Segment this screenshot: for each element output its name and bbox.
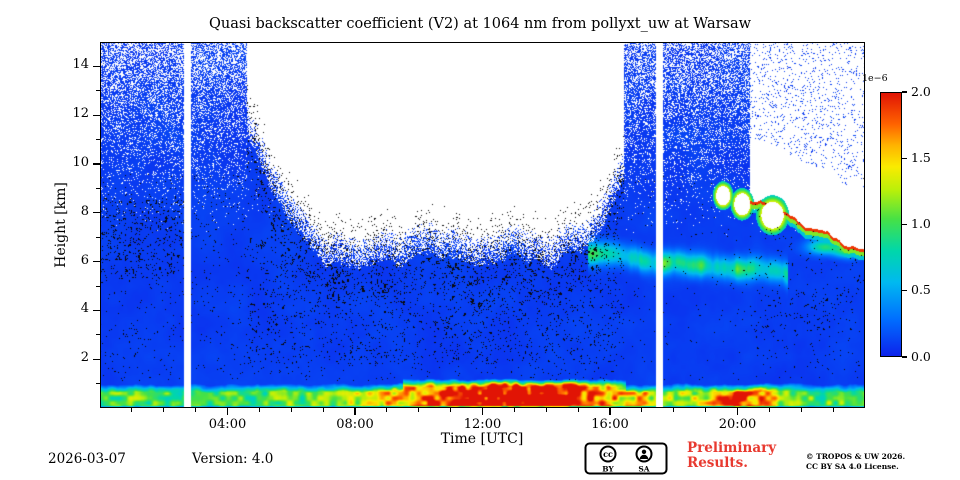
y-tick-mark xyxy=(93,358,100,360)
x-tick-label: 16:00 xyxy=(591,417,629,432)
x-tick-mark xyxy=(354,408,356,415)
x-tick-label: 20:00 xyxy=(718,417,757,432)
cc-icon-text: cc xyxy=(603,449,613,459)
x-tick-label: 08:00 xyxy=(336,417,374,432)
y-minor-tick xyxy=(96,139,100,141)
colorbar-tick-mark xyxy=(902,91,907,93)
y-minor-tick xyxy=(96,383,100,385)
copyright-note: © TROPOS & UW 2026. CC BY SA 4.0 License… xyxy=(806,452,905,472)
x-minor-tick xyxy=(673,408,675,412)
by-label: BY xyxy=(602,465,614,474)
colorbar-tick-label: 2.0 xyxy=(911,83,931,99)
x-tick-mark xyxy=(736,408,739,415)
x-minor-tick xyxy=(418,408,420,412)
x-axis-label: Time [UTC] xyxy=(440,431,524,447)
y-tick-mark xyxy=(93,114,100,116)
y-axis-label: Height [km] xyxy=(53,182,69,268)
x-minor-tick xyxy=(545,408,547,412)
preliminary-line-2: Results. xyxy=(687,455,748,471)
x-minor-tick xyxy=(322,408,324,412)
copyright-line-2: CC BY SA 4.0 License. xyxy=(806,462,899,471)
x-minor-tick xyxy=(195,408,197,412)
colorbar-tick-label: 0.5 xyxy=(911,282,931,298)
x-minor-tick xyxy=(450,408,452,412)
y-tick-label: 8 xyxy=(80,203,89,219)
y-tick-mark xyxy=(93,65,100,67)
colorbar-tick-label: 0.0 xyxy=(911,348,931,364)
x-minor-tick xyxy=(768,408,770,412)
colorbar-tick-mark xyxy=(902,290,907,292)
x-minor-tick xyxy=(163,408,165,412)
y-tick-label: 6 xyxy=(80,252,89,268)
heatmap-canvas xyxy=(100,42,865,408)
colorbar-tick-label: 1.5 xyxy=(911,149,931,165)
x-minor-tick xyxy=(577,408,579,412)
cc-icon xyxy=(599,445,617,463)
colorbar-exponent-label: 1e−6 xyxy=(862,73,888,84)
version-label: Version: 4.0 xyxy=(192,451,274,467)
y-tick-label: 10 xyxy=(72,155,89,170)
person-icon-body xyxy=(639,454,649,459)
preliminary-line-1: Preliminary xyxy=(687,440,777,456)
date-label: 2026-03-07 xyxy=(48,451,126,467)
colorbar-tick-mark xyxy=(902,356,907,358)
x-minor-tick xyxy=(641,408,643,412)
x-minor-tick xyxy=(513,408,515,412)
x-minor-tick xyxy=(131,408,133,412)
x-minor-tick xyxy=(258,408,260,412)
y-minor-tick xyxy=(96,285,100,287)
y-minor-tick xyxy=(96,90,100,92)
y-tick-label: 14 xyxy=(72,57,89,73)
chart-title: Quasi backscatter coefficient (V2) at 10… xyxy=(208,16,752,32)
colorbar-gradient xyxy=(880,92,902,357)
y-tick-mark xyxy=(93,309,100,311)
y-tick-mark xyxy=(93,261,100,263)
x-tick-mark xyxy=(226,408,229,415)
colorbar-tick-mark xyxy=(902,157,907,159)
person-icon-head xyxy=(641,449,647,454)
badge-border xyxy=(584,442,668,475)
x-minor-tick xyxy=(705,408,707,412)
person-icon xyxy=(635,445,653,463)
y-tick-mark xyxy=(93,163,100,165)
x-minor-tick xyxy=(800,408,802,412)
x-minor-tick xyxy=(290,408,292,412)
x-minor-tick xyxy=(386,408,388,412)
colorbar-tick-mark xyxy=(902,223,907,226)
y-tick-mark xyxy=(93,212,100,214)
y-tick-label: 4 xyxy=(80,301,89,317)
x-tick-label: 04:00 xyxy=(208,417,247,432)
y-minor-tick xyxy=(96,236,100,238)
x-tick-mark xyxy=(609,408,611,415)
sa-label: SA xyxy=(638,465,649,474)
y-tick-label: 12 xyxy=(72,106,89,122)
colorbar-tick-label: 1.0 xyxy=(911,216,931,231)
y-minor-tick xyxy=(96,334,100,336)
y-tick-label: 2 xyxy=(80,350,89,366)
y-minor-tick xyxy=(96,187,100,189)
cc-by-sa-badge: cc BY SA xyxy=(584,442,668,475)
x-tick-label: 12:00 xyxy=(463,417,502,432)
x-tick-mark xyxy=(481,408,484,415)
preliminary-note: Preliminary Results. xyxy=(687,441,776,471)
copyright-line-1: © TROPOS & UW 2026. xyxy=(806,452,906,461)
x-minor-tick xyxy=(832,408,834,412)
